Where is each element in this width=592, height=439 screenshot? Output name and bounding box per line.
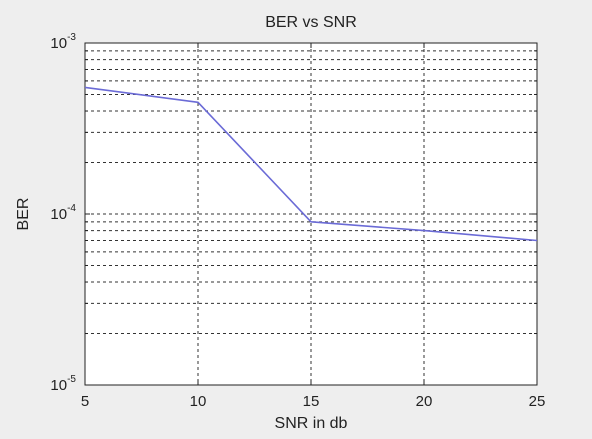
x-tick-label: 15 (303, 393, 320, 410)
x-tick-label: 25 (529, 393, 546, 410)
ber-series-line (84, 86, 538, 242)
series-layer (84, 86, 538, 242)
chart-title: BER vs SNR (265, 14, 357, 31)
x-tick-label: 20 (416, 393, 433, 410)
x-tick-label: 5 (81, 393, 89, 410)
y-tick-label: 10-4 (50, 203, 76, 223)
y-tick-label: 10-5 (50, 374, 76, 394)
y-tick-label: 10-3 (50, 32, 76, 52)
axis-ticks (84, 43, 538, 385)
grid-lines (85, 43, 537, 385)
y-axis-label: BER (15, 198, 32, 231)
x-tick-label: 10 (190, 393, 207, 410)
tick-labels: 5 10 15 20 25 10-3 10-4 10-5 (50, 32, 545, 410)
x-axis-label: SNR in db (275, 415, 348, 432)
